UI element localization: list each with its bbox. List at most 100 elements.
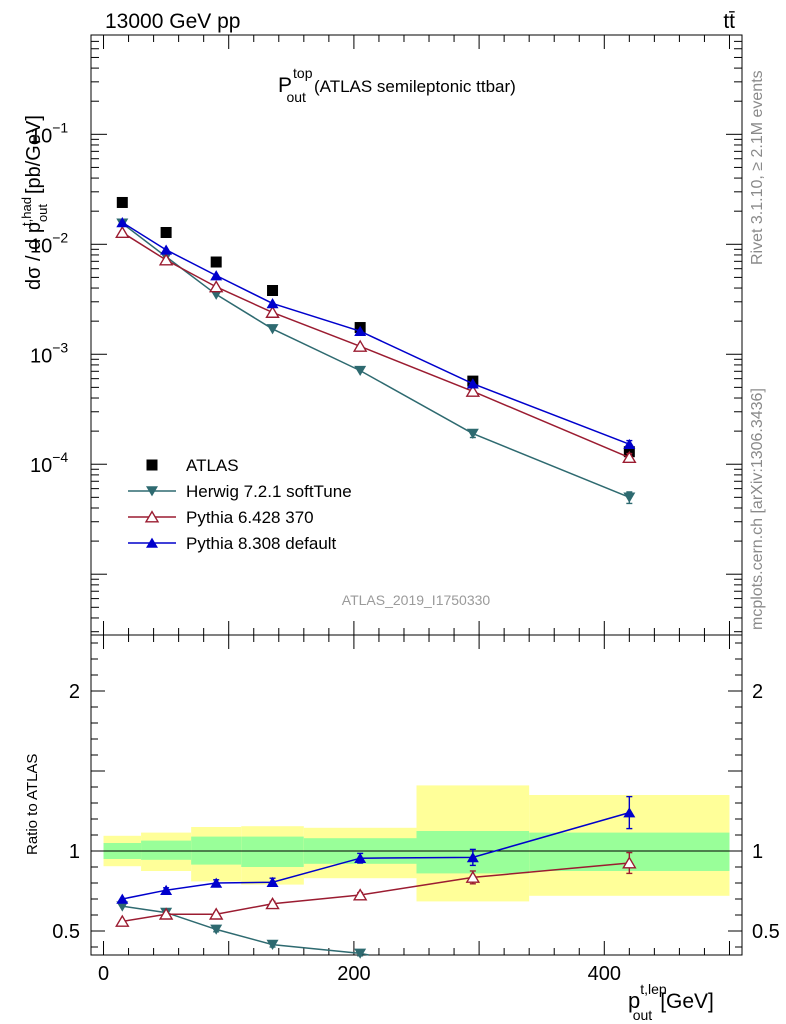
x-axis-label-unit: [GeV] xyxy=(660,990,714,1013)
y-tick-label: 10−3 xyxy=(30,339,68,367)
marker-triangle-up xyxy=(466,378,479,389)
marker-triangle-up xyxy=(354,325,367,337)
side-label-rivet: Rivet 3.1.10, ≥ 2.1M events xyxy=(749,70,766,265)
marker-triangle-up xyxy=(623,807,636,818)
main-y-label: dσ / d poutt,had [pb/GeV] xyxy=(19,115,50,290)
marker-square xyxy=(146,459,158,471)
axis-ticks xyxy=(91,34,742,955)
marker-triangle-up-open xyxy=(622,450,637,464)
ratio-y-tick-label: 0.5 xyxy=(52,921,80,943)
legend: ATLAS Herwig 7.2.1 softTune Pythia 6.428 3… xyxy=(128,456,352,553)
marker-triangle-up-open xyxy=(265,897,280,910)
ratio-y-tick-label-right: 1 xyxy=(752,841,763,863)
marker-triangle-up-open xyxy=(352,888,368,901)
band-green-bin xyxy=(241,836,304,867)
side-label-mcplots: mcplots.cern.ch [arXiv:1306.3436] xyxy=(749,388,766,630)
marker-triangle-up xyxy=(116,893,129,904)
x-tick-label: 400 xyxy=(588,963,621,985)
marker-triangle-down xyxy=(266,324,279,335)
marker-triangle-down xyxy=(354,948,367,959)
main-series-2 xyxy=(115,225,637,464)
ratio-y-tick-label-right: 2 xyxy=(752,681,763,703)
marker-square xyxy=(267,284,279,296)
ratio-series-1 xyxy=(115,851,637,927)
marker-triangle-down xyxy=(623,492,636,503)
marker-triangle-down xyxy=(146,486,158,497)
legend-label: Herwig 7.2.1 softTune xyxy=(186,482,352,501)
analysis-id: ATLAS_2019_I1750330 xyxy=(342,592,491,608)
marker-triangle-up xyxy=(266,298,279,309)
process-label: tt̄ xyxy=(723,10,735,33)
ratio-series-2 xyxy=(116,795,636,904)
ratio-uncertainty-bands xyxy=(103,785,730,902)
marker-triangle-up xyxy=(466,852,479,863)
main-series xyxy=(115,196,637,505)
marker-triangle-down xyxy=(466,428,479,439)
plot-title-sup: top xyxy=(293,65,313,81)
marker-triangle-down xyxy=(116,901,129,912)
y-tick-label: 10−1 xyxy=(30,119,68,147)
legend-entry-3: Pythia 8.308 default xyxy=(128,534,337,553)
marker-square xyxy=(210,256,222,268)
plot-title-sub: out xyxy=(286,89,306,105)
legend-label: Pythia 8.308 default xyxy=(186,534,337,553)
marker-square xyxy=(116,196,128,208)
x-axis-label: pt,lep out [GeV] xyxy=(628,981,714,1023)
marker-triangle-down xyxy=(354,365,367,377)
marker-triangle-up-open xyxy=(352,339,368,352)
plot-title-main: P xyxy=(278,74,292,97)
main-y-label-sup: t,had xyxy=(19,197,34,226)
marker-triangle-up xyxy=(160,884,173,895)
y-tick-label: 10−2 xyxy=(30,229,68,257)
main-y-label-unit: [pb/GeV] xyxy=(23,115,45,194)
x-axis-label-main: p xyxy=(628,988,640,1013)
x-axis-label-sub: out xyxy=(633,1007,653,1023)
energy-label: 13000 GeV pp xyxy=(105,10,240,33)
marker-triangle-up xyxy=(116,217,129,228)
marker-triangle-up-open xyxy=(208,280,224,293)
main-series-line xyxy=(121,221,630,445)
band-green-bin xyxy=(141,840,192,860)
marker-triangle-up-open xyxy=(265,305,280,318)
marker-triangle-up-open xyxy=(465,384,481,397)
plot-title-rest: (ATLAS semileptonic ttbar) xyxy=(314,77,516,96)
marker-triangle-down xyxy=(210,924,223,935)
marker-triangle-up-open xyxy=(158,907,174,920)
marker-triangle-up-open xyxy=(622,856,637,869)
ratio-plot-frame xyxy=(90,634,743,956)
marker-triangle-up-open xyxy=(465,870,481,883)
main-y-label-main: dσ / d p xyxy=(23,222,45,290)
marker-triangle-up xyxy=(160,244,173,255)
marker-triangle-up-open xyxy=(144,510,160,523)
main-series-3 xyxy=(116,217,636,450)
marker-triangle-up-open xyxy=(208,907,224,920)
marker-triangle-down xyxy=(266,939,279,950)
ratio-y-tick-label: 1 xyxy=(69,841,80,863)
marker-triangle-up-open xyxy=(115,914,130,927)
marker-triangle-up xyxy=(266,876,279,887)
x-axis-label-sup: t,lep xyxy=(640,981,667,997)
ratio-series xyxy=(115,795,637,959)
x-tick-label: 0 xyxy=(98,963,109,985)
legend-entry-1: Herwig 7.2.1 softTune xyxy=(128,482,352,501)
marker-triangle-up xyxy=(210,877,223,888)
ratio-y-label: Ratio to ATLAS xyxy=(24,754,41,855)
marker-triangle-up-open xyxy=(158,253,174,266)
marker-triangle-up-open xyxy=(115,225,130,238)
ratio-y-tick-label: 2 xyxy=(69,681,80,703)
marker-triangle-up xyxy=(354,852,367,863)
x-tick-label: 200 xyxy=(337,963,370,985)
marker-square xyxy=(160,226,172,238)
main-series-0 xyxy=(116,196,635,458)
tick-labels: 0 200 400 10−1 10−2 10−3 10−4 0.5 0.5 1 1 2 2 xyxy=(30,119,780,985)
legend-label: Pythia 6.428 370 xyxy=(186,508,314,527)
ratio-y-tick-label-right: 0.5 xyxy=(752,921,780,943)
marker-triangle-up xyxy=(146,537,158,548)
plot-title: Ptop out (ATLAS semileptonic ttbar) xyxy=(278,65,516,105)
legend-entry-2: Pythia 6.428 370 xyxy=(128,508,314,527)
ratio-series-line xyxy=(122,905,370,956)
y-tick-label: 10−4 xyxy=(30,449,68,477)
legend-label: ATLAS xyxy=(186,456,239,475)
marker-triangle-up xyxy=(210,270,223,281)
